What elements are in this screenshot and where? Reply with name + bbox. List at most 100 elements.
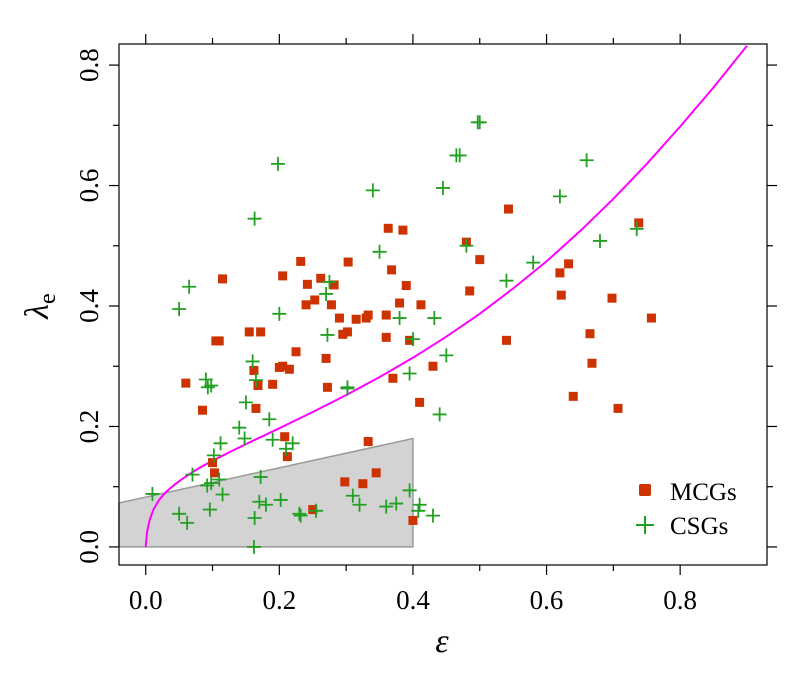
x-tick-label: 0.6 bbox=[530, 585, 564, 615]
csg-point bbox=[402, 483, 417, 498]
mcg-point bbox=[351, 314, 361, 324]
csg-point bbox=[345, 488, 360, 503]
csg-point bbox=[180, 515, 195, 530]
mcg-point bbox=[310, 295, 320, 305]
mcg-point bbox=[340, 477, 350, 487]
csg-point bbox=[253, 470, 268, 485]
mcg-point bbox=[214, 336, 224, 346]
csg-point bbox=[365, 183, 380, 198]
mcg-point bbox=[316, 273, 326, 283]
csg-point bbox=[432, 407, 447, 422]
csg-point bbox=[182, 279, 197, 294]
mcg-point bbox=[251, 403, 261, 413]
csg-point bbox=[379, 499, 394, 514]
mcg-point bbox=[387, 265, 397, 275]
mcg-point bbox=[284, 364, 294, 374]
csg-point bbox=[472, 115, 487, 130]
mcg-point bbox=[244, 327, 254, 337]
mcg-point bbox=[381, 310, 391, 320]
mcg-point bbox=[564, 259, 574, 269]
mcg-point bbox=[253, 381, 263, 391]
csg-point bbox=[206, 448, 221, 463]
mcg-point bbox=[218, 274, 228, 284]
csg-point bbox=[402, 366, 417, 381]
mcg-point bbox=[405, 335, 415, 345]
mcg-point bbox=[291, 347, 301, 357]
mcg-point bbox=[296, 256, 306, 266]
points-layer bbox=[145, 115, 656, 554]
mcg-point bbox=[198, 405, 208, 415]
axes-layer bbox=[109, 34, 777, 575]
csg-point bbox=[272, 306, 287, 321]
x-tick-label: 0.4 bbox=[396, 585, 430, 615]
csg-point bbox=[247, 211, 262, 226]
csg-point bbox=[499, 273, 514, 288]
csg-point bbox=[262, 412, 277, 427]
csg-point bbox=[248, 373, 263, 388]
csg-point bbox=[579, 153, 594, 168]
csg-point bbox=[172, 506, 187, 521]
y-tick-label: 0.6 bbox=[74, 169, 104, 203]
mcg-point bbox=[208, 458, 218, 468]
mcg-point bbox=[268, 379, 278, 389]
y-tick-label: 0.4 bbox=[74, 289, 104, 323]
mcg-point bbox=[256, 327, 266, 337]
y-axis-label-sub: e bbox=[35, 293, 61, 304]
x-tick-label: 0.0 bbox=[129, 585, 163, 615]
y-axis-label-main: λ bbox=[19, 304, 56, 320]
csg-point bbox=[202, 502, 217, 517]
mcg-point bbox=[607, 293, 617, 303]
mcg-point bbox=[210, 468, 220, 478]
csg-point bbox=[452, 148, 467, 163]
csg-point bbox=[232, 420, 247, 435]
mcg-point bbox=[181, 378, 191, 388]
mcg-point bbox=[501, 335, 511, 345]
csg-point bbox=[322, 274, 337, 289]
y-axis-label: λe bbox=[19, 293, 61, 319]
csg-point bbox=[212, 472, 227, 487]
csg-point bbox=[237, 431, 252, 446]
mcg-point bbox=[398, 225, 408, 235]
csg-point bbox=[425, 508, 440, 523]
csg-point bbox=[436, 180, 450, 195]
mcg-point bbox=[428, 361, 438, 371]
csg-point bbox=[526, 255, 541, 270]
csg-point bbox=[213, 436, 228, 451]
tick-labels-layer: 0.0 0.2 0.4 0.6 0.8 0.0 0.2 0.4 0.6 0.8 bbox=[74, 48, 697, 615]
csg-point bbox=[270, 156, 285, 171]
legend-marker-csg bbox=[636, 516, 654, 534]
csg-point bbox=[412, 497, 427, 512]
shaded-region-layer bbox=[118, 437, 414, 548]
mcg-point bbox=[301, 300, 311, 310]
csg-point bbox=[252, 494, 267, 509]
csg-point bbox=[411, 503, 426, 518]
csg-point bbox=[629, 221, 644, 236]
csg-point bbox=[389, 496, 404, 511]
mcg-point bbox=[408, 515, 418, 525]
x-axis-label: ε bbox=[435, 623, 449, 660]
csg-point bbox=[439, 348, 454, 363]
mcg-point bbox=[278, 361, 288, 371]
mcg-point bbox=[503, 204, 513, 214]
csg-point bbox=[185, 467, 200, 482]
csg-point bbox=[200, 380, 215, 395]
mcg-point bbox=[371, 468, 381, 478]
csg-point bbox=[145, 486, 160, 501]
csg-point bbox=[372, 244, 387, 259]
mcg-point bbox=[415, 397, 425, 407]
csg-point bbox=[245, 354, 260, 369]
legend: MCGs CSGs bbox=[636, 479, 737, 540]
mcg-point bbox=[363, 437, 373, 447]
mcg-point bbox=[278, 271, 288, 281]
mcg-point bbox=[358, 479, 368, 489]
mcg-point bbox=[401, 281, 411, 291]
mcg-point bbox=[556, 290, 566, 300]
csg-point bbox=[292, 506, 307, 521]
csg-point bbox=[592, 233, 607, 248]
mcg-point bbox=[322, 382, 332, 392]
mcg-point bbox=[568, 391, 578, 401]
mcg-point bbox=[587, 358, 597, 368]
mcg-point bbox=[308, 505, 318, 515]
legend-label-csg: CSGs bbox=[670, 513, 728, 540]
